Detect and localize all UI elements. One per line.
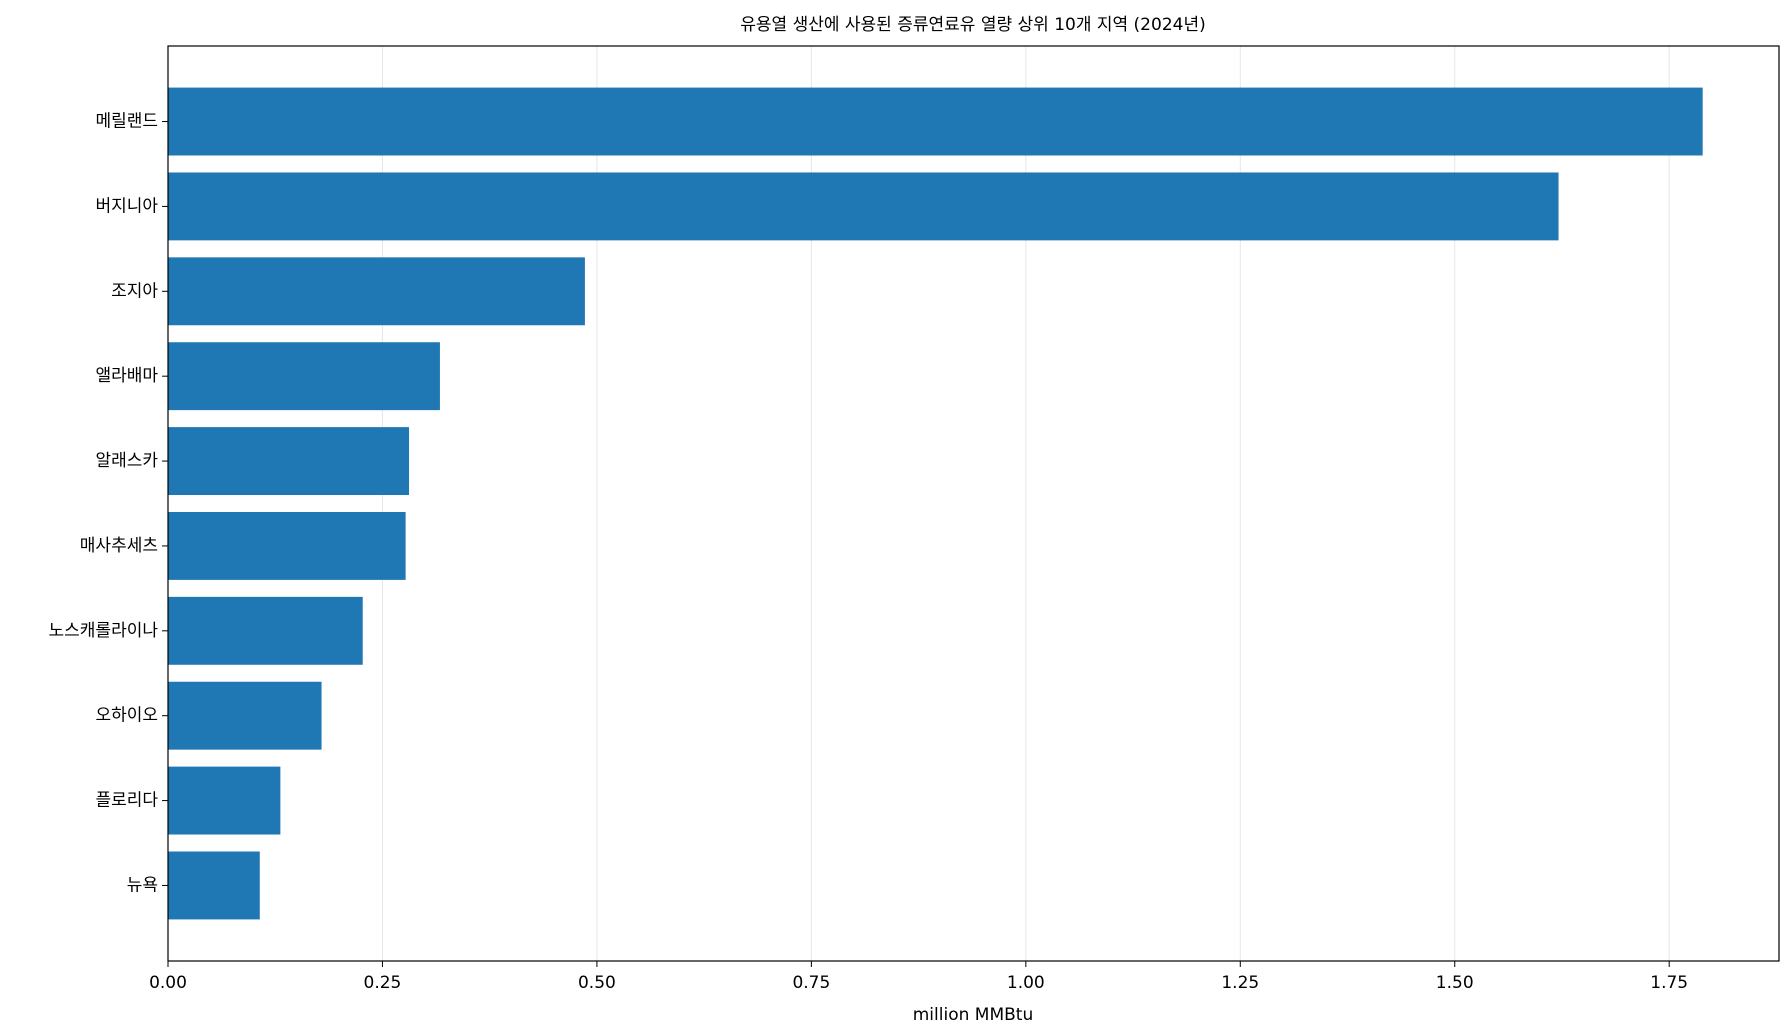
y-tick-label: 뉴욕 (127, 875, 158, 895)
bar (168, 342, 440, 411)
bar (168, 596, 363, 665)
y-tick-label: 알래스카 (95, 451, 158, 471)
x-tick-label: 1.00 (1007, 973, 1045, 993)
y-tick-label: 버지니아 (95, 196, 158, 216)
x-tick-label: 0.00 (149, 973, 187, 993)
x-tick-label: 1.75 (1650, 973, 1688, 993)
bar (168, 427, 410, 496)
x-axis-label: million MMBtu (913, 1005, 1033, 1025)
bar (168, 851, 260, 920)
bar (168, 766, 281, 835)
y-tick-label: 오하이오 (95, 706, 158, 726)
bar (168, 172, 1559, 241)
y-tick-label: 앨라배마 (95, 366, 158, 386)
bar (168, 681, 322, 750)
x-tick-label: 0.25 (364, 973, 402, 993)
chart-title: 유용열 생산에 사용된 증류연료유 열량 상위 10개 지역 (2024년) (740, 15, 1205, 35)
bar (168, 257, 585, 326)
x-tick-label: 1.25 (1221, 973, 1259, 993)
bar (168, 511, 406, 580)
y-tick-label: 노스캐롤라이나 (49, 621, 159, 641)
x-tick-label: 0.50 (578, 973, 616, 993)
y-tick-label: 플로리다 (95, 791, 158, 811)
bar (168, 87, 1703, 156)
x-tick-label: 0.75 (792, 973, 830, 993)
x-tick-label: 1.50 (1436, 973, 1474, 993)
plot-frame (167, 45, 1780, 962)
y-tick-label: 메릴랜드 (95, 112, 158, 132)
y-tick-label: 매사추세츠 (80, 536, 158, 556)
y-tick-label: 조지아 (111, 281, 158, 301)
